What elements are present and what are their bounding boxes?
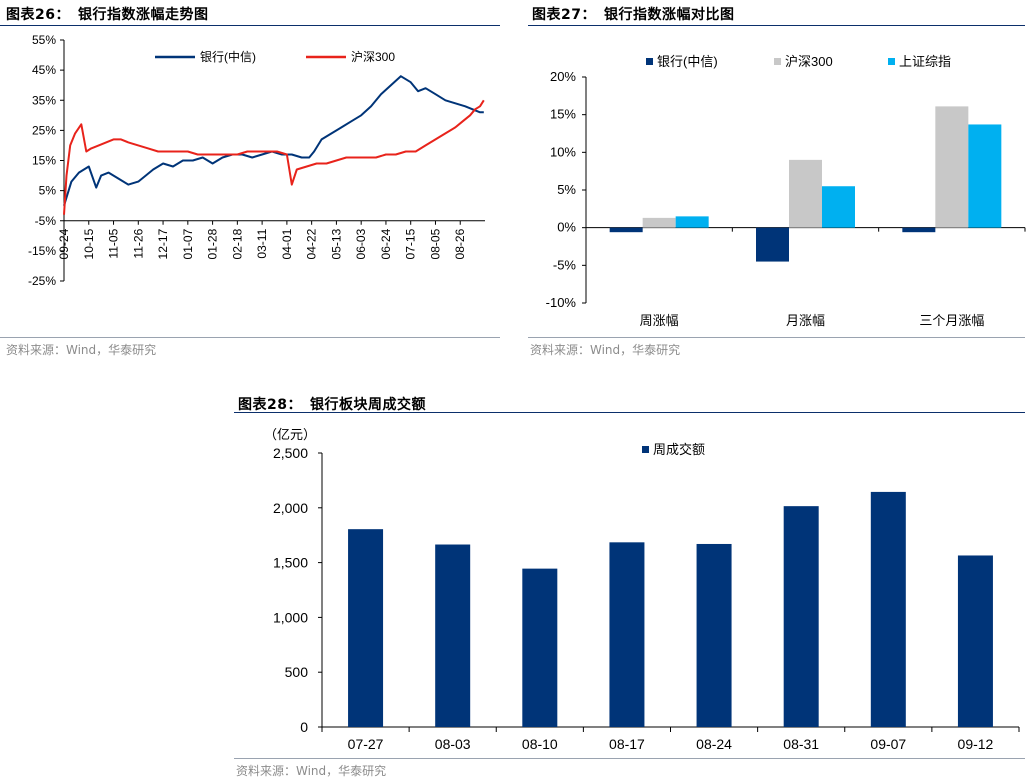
- x-category-label: 08-31: [783, 736, 819, 752]
- y-tick-label: 0%: [557, 220, 576, 235]
- bar-csi300: [642, 217, 676, 228]
- weekly-turnover-bar: [522, 568, 558, 727]
- y-tick-label: 1,500: [273, 555, 308, 571]
- chart26-title: 图表26： 银行指数涨幅走势图: [6, 7, 209, 23]
- chart26-plot: 55% 45% 35% 25% 15% 5% -5% -15% -25% 09-24 10-15 11…: [28, 33, 485, 288]
- y-tick-label: 20%: [550, 69, 576, 84]
- chart26-source: 资料来源：Wind，华泰研究: [6, 343, 157, 357]
- chart28-title-rule: [234, 412, 1025, 413]
- y-tick-label: -10%: [546, 295, 577, 310]
- y-tick-label: -5%: [553, 257, 577, 272]
- weekly-turnover-bar: [957, 555, 993, 727]
- x-tick-label: 03-11: [255, 228, 269, 258]
- chart28-title: 图表28： 银行板块周成交额: [238, 397, 426, 413]
- y-tick-label: -25%: [28, 274, 56, 288]
- x-tick-label: 10-15: [82, 228, 96, 259]
- chart26-title-rule: [0, 25, 500, 26]
- chart27-title-rule: [528, 25, 1025, 26]
- weekly-turnover-bar: [870, 491, 906, 727]
- y-tick-label: 2,000: [273, 500, 308, 516]
- x-category-label: 08-03: [435, 736, 471, 752]
- y-tick-label: 5%: [557, 182, 576, 197]
- x-tick-label: 01-28: [206, 228, 220, 259]
- chart27-plot: 20% 15% 10% 5% 0% -5% -10% 周涨幅 月涨幅 三个月涨幅 银行(中信) 沪深3…: [546, 54, 1026, 328]
- chart27-bottom-rule: [528, 337, 1025, 338]
- legend-label: 周成交额: [653, 442, 705, 457]
- chart27-title: 图表27： 银行指数涨幅对比图: [532, 7, 735, 23]
- x-tick-label: 04-22: [305, 228, 319, 259]
- bar-sse: [675, 216, 709, 228]
- legend-swatch: [642, 446, 649, 453]
- chart26-panel: 图表26： 银行指数涨幅走势图 55% 45% 35% 25% 15% 5% -5% -15% -…: [0, 0, 502, 360]
- chart28-panel: 图表28： 银行板块周成交额 （亿元） 2,500 2,000 1,500 1,000 50…: [234, 390, 1030, 781]
- y-tick-label: 35%: [32, 93, 56, 107]
- legend-label: 上证综指: [899, 54, 951, 69]
- weekly-turnover-bar: [435, 544, 471, 727]
- x-tick-label: 08-26: [453, 228, 467, 259]
- csi300-series-line: [63, 99, 485, 215]
- x-category-label: 三个月涨幅: [919, 313, 984, 328]
- weekly-turnover-bar: [696, 543, 732, 727]
- x-tick-label: 06-24: [379, 228, 393, 259]
- x-tick-label: 12-17: [156, 228, 170, 259]
- y-tick-label: -15%: [28, 244, 56, 258]
- x-tick-label: 07-15: [404, 228, 418, 259]
- x-tick-label: 01-07: [181, 228, 195, 259]
- x-category-label: 周涨幅: [640, 313, 679, 328]
- bank-index-series-line: [63, 75, 484, 206]
- x-category-label: 08-17: [609, 736, 645, 752]
- x-category-label: 09-07: [870, 736, 906, 752]
- y-tick-label: 0: [300, 719, 308, 735]
- y-tick-label: 15%: [550, 107, 576, 122]
- x-category-label: 08-10: [522, 736, 558, 752]
- y-unit-label: （亿元）: [264, 427, 316, 442]
- y-tick-label: 1,000: [273, 609, 308, 625]
- bar-csi300: [789, 159, 822, 228]
- y-tick-label: 5%: [39, 184, 57, 198]
- x-tick-label: 11-26: [131, 228, 145, 258]
- x-tick-label: 04-01: [280, 228, 294, 259]
- legend-label: 沪深300: [785, 54, 833, 69]
- x-tick-label: 06-03: [354, 228, 368, 259]
- legend-label: 银行(中信): [657, 54, 718, 69]
- y-tick-label: 2,500: [273, 445, 308, 461]
- x-category-label: 07-27: [348, 736, 384, 752]
- bar-sse: [968, 124, 1002, 228]
- weekly-turnover-bar: [783, 506, 819, 727]
- legend-swatch: [646, 58, 653, 65]
- x-tick-label: 08-05: [428, 228, 442, 259]
- x-tick-label: 05-13: [329, 228, 343, 259]
- x-category-label: 08-24: [696, 736, 732, 752]
- chart28-source: 资料来源：Wind，华泰研究: [236, 764, 387, 778]
- legend-swatch: [888, 58, 895, 65]
- legend-label: 沪深300: [351, 50, 395, 64]
- x-tick-label: 09-24: [57, 228, 71, 259]
- y-tick-label: 10%: [550, 144, 576, 159]
- x-category-label: 月涨幅: [786, 313, 825, 328]
- y-tick-label: 15%: [32, 154, 56, 168]
- bar-bank: [902, 227, 936, 233]
- bar-sse: [822, 186, 855, 228]
- bar-bank: [609, 227, 643, 233]
- legend-label: 银行(中信): [200, 49, 256, 64]
- x-tick-label: 02-18: [230, 228, 244, 259]
- y-tick-label: 500: [285, 664, 309, 680]
- y-tick-label: 55%: [32, 33, 56, 47]
- legend-swatch: [774, 58, 781, 65]
- weekly-turnover-bar: [348, 529, 384, 727]
- bar-bank: [756, 227, 789, 262]
- chart27-panel: 图表27： 银行指数涨幅对比图 20% 15% 10% 5% 0% -5% -10% 周涨幅 月涨…: [528, 0, 1030, 360]
- y-tick-label: 25%: [32, 123, 56, 137]
- y-tick-label: 45%: [32, 63, 56, 77]
- bar-csi300: [935, 106, 969, 228]
- chart27-source: 资料来源：Wind，华泰研究: [530, 343, 681, 357]
- weekly-turnover-bar: [609, 542, 645, 727]
- chart28-plot: （亿元） 2,500 2,000 1,500 1,000 500 0 07-27 08-03 08…: [264, 427, 1020, 752]
- y-tick-label: -5%: [35, 214, 57, 228]
- chart26-bottom-rule: [0, 337, 500, 338]
- chart28-bottom-rule: [234, 758, 1025, 759]
- x-tick-label: 11-05: [107, 228, 121, 258]
- x-category-label: 09-12: [958, 736, 994, 752]
